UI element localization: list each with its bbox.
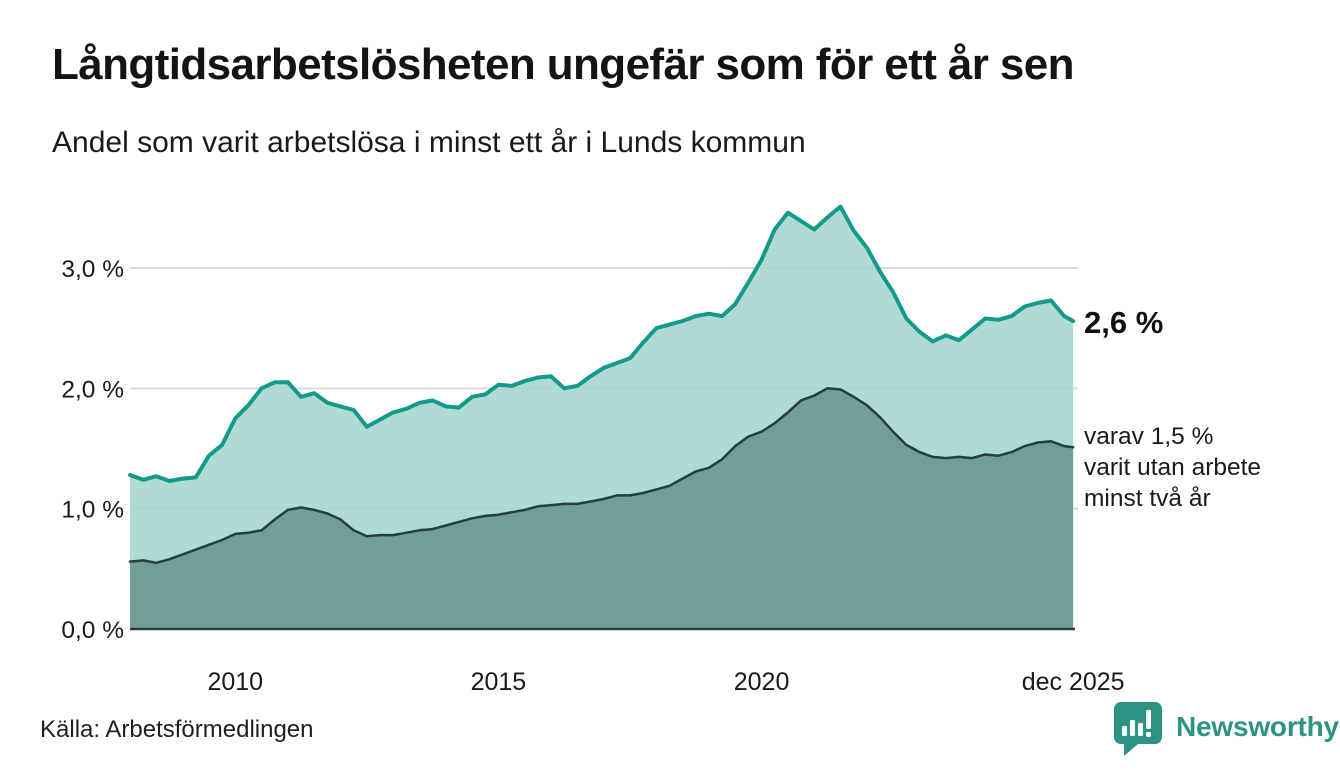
newsworthy-chart-bubble-icon <box>1114 702 1162 756</box>
x-tick-label: 2015 <box>471 668 527 696</box>
end-value-label-total: 2,6 % <box>1084 305 1164 340</box>
y-tick-label: 3,0 % <box>61 256 124 283</box>
newsworthy-wordmark: Newsworthy <box>1176 711 1339 742</box>
y-tick-label: 2,0 % <box>61 376 124 403</box>
area-subset <box>130 388 1074 629</box>
newsworthy-logo: Newsworthy <box>1112 700 1339 758</box>
source-note: Källa: Arbetsförmedlingen <box>40 716 314 743</box>
end-value-label-subset: varav 1,5 % varit utan arbete minst två … <box>1084 423 1262 512</box>
y-tick-label: 1,0 % <box>61 497 124 524</box>
x-tick-label: 2010 <box>207 668 263 696</box>
line-total <box>128 204 1076 483</box>
page-subtitle: Andel som varit arbetslösa i minst ett å… <box>52 126 806 159</box>
x-tick-label: 2020 <box>734 668 790 696</box>
y-tick-label: 0,0 % <box>61 617 124 644</box>
page-title: Långtidsarbetslösheten ungefär som för e… <box>52 40 1075 89</box>
x-tick-label: dec 2025 <box>1022 668 1125 696</box>
line-subset <box>128 387 1075 565</box>
